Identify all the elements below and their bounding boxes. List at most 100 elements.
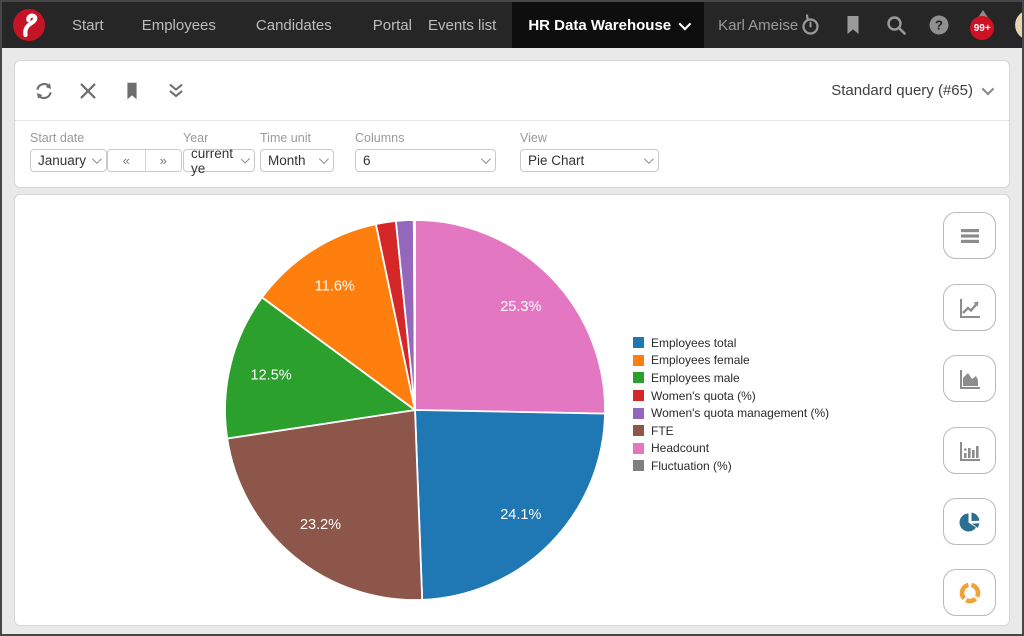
- start-date-label: Start date: [30, 131, 85, 145]
- history-icon[interactable]: [798, 13, 822, 37]
- chevron-down-icon: [480, 154, 491, 165]
- svg-text:?: ?: [935, 18, 943, 33]
- pie-slice[interactable]: [261, 223, 416, 411]
- view-select[interactable]: Pie Chart: [520, 149, 659, 172]
- view-area-chart-button[interactable]: [943, 355, 996, 402]
- query-toolbar: Standard query (#65): [15, 61, 1009, 121]
- view-value: Pie Chart: [528, 153, 585, 168]
- donut-chart-icon: [959, 582, 980, 603]
- legend-label: FTE: [651, 423, 674, 438]
- legend-item: Women's quota (%): [633, 387, 829, 405]
- pie-slice[interactable]: [226, 409, 424, 601]
- pie-slice[interactable]: [414, 219, 606, 415]
- legend-label: Fluctuation (%): [651, 458, 732, 473]
- time-unit-select[interactable]: Month: [260, 149, 334, 172]
- start-date-select[interactable]: January: [30, 149, 107, 172]
- chevron-down-icon: [678, 17, 692, 30]
- nav-item-candidates[interactable]: Candidates: [255, 16, 332, 34]
- chevron-down-icon: [981, 82, 995, 96]
- pie-slice-percentage-label: 11.6%: [315, 278, 355, 294]
- expand-more-icon[interactable]: [165, 80, 187, 102]
- legend-label: Headcount: [651, 441, 710, 456]
- legend-item: Employees total: [633, 334, 829, 352]
- legend-label: Employees total: [651, 335, 737, 350]
- columns-select[interactable]: 6: [355, 149, 496, 172]
- year-value: current ye: [191, 145, 234, 176]
- legend-label: Women's quota (%): [651, 388, 756, 403]
- view-line-chart-button[interactable]: [943, 284, 996, 331]
- pie-slice[interactable]: [412, 219, 416, 411]
- pie-slice-percentage-label: 25.3%: [500, 299, 541, 315]
- pie-slice-percentage-label: 24.1%: [500, 507, 541, 523]
- next-period-button[interactable]: »: [144, 150, 181, 171]
- chevron-down-icon: [318, 154, 329, 165]
- notifications-button[interactable]: 99+: [970, 10, 996, 40]
- nav-item-hr-data-warehouse-active[interactable]: HR Data Warehouse: [512, 2, 705, 48]
- chart-panel: 25.3% 24.1% 23.2% 12.5% 11.6% Employees tota…: [14, 194, 1010, 626]
- time-unit-value: Month: [268, 153, 306, 168]
- avatar-photo-icon: [1015, 12, 1022, 38]
- legend-swatch: [633, 337, 644, 349]
- view-label: View: [520, 131, 547, 145]
- nav-item-employees[interactable]: Employees: [141, 16, 216, 34]
- navbar-actions: ? 99+: [798, 10, 1022, 40]
- columns-label: Columns: [355, 131, 405, 145]
- notification-drop-icon: [977, 10, 990, 19]
- view-pie-chart-button[interactable]: [943, 498, 996, 545]
- active-module-label: HR Data Warehouse: [528, 16, 672, 34]
- table-icon: [960, 228, 979, 243]
- legend-label: Employees male: [651, 370, 740, 385]
- nav-item-start[interactable]: Start: [72, 16, 104, 34]
- nav-item-portal[interactable]: Portal: [372, 16, 412, 34]
- query-select[interactable]: Standard query (#65): [831, 82, 995, 99]
- period-pager: « »: [107, 149, 182, 172]
- refresh-icon[interactable]: [33, 80, 55, 102]
- close-icon[interactable]: [77, 80, 99, 102]
- previous-period-button[interactable]: «: [108, 150, 145, 171]
- pie-chart: 25.3% 24.1% 23.2% 12.5% 11.6%: [224, 219, 606, 601]
- brand-logo-icon[interactable]: [12, 8, 46, 42]
- legend-swatch: [633, 460, 644, 472]
- chevron-down-icon: [643, 154, 654, 165]
- pie-slice-percentage-label: 12.5%: [251, 368, 292, 384]
- pie-slice[interactable]: [224, 296, 416, 440]
- search-icon[interactable]: [884, 13, 908, 37]
- legend-item: Employees female: [633, 352, 829, 370]
- legend-swatch: [633, 425, 644, 437]
- year-select[interactable]: current ye: [183, 146, 255, 176]
- legend-label: Employees female: [651, 353, 750, 368]
- bookmark-icon[interactable]: [841, 13, 865, 37]
- legend-item: Headcount: [633, 440, 829, 458]
- user-avatar[interactable]: [1015, 10, 1022, 40]
- legend-swatch: [633, 372, 644, 384]
- line-chart-icon: [959, 298, 980, 318]
- pie-slice[interactable]: [414, 409, 606, 601]
- legend-swatch: [633, 354, 644, 366]
- view-table-button[interactable]: [943, 212, 996, 259]
- current-user-label: Karl Ameise: [718, 16, 799, 34]
- bar-chart-icon: [959, 441, 980, 461]
- pie-slice-percentage-label: 23.2%: [300, 517, 341, 533]
- area-chart-icon: [959, 369, 980, 389]
- chart-legend: Employees total Employees female Employe…: [633, 334, 829, 475]
- columns-value: 6: [363, 153, 371, 168]
- legend-swatch: [633, 390, 644, 402]
- legend-label: Women's quota management (%): [651, 406, 830, 421]
- nav-item-events-list[interactable]: Events list: [427, 16, 497, 34]
- legend-swatch: [633, 442, 644, 454]
- query-select-label: Standard query (#65): [831, 82, 973, 99]
- pie-chart-icon: [959, 512, 979, 531]
- help-icon[interactable]: ?: [927, 13, 951, 37]
- legend-swatch: [633, 407, 644, 419]
- legend-item: Employees male: [633, 369, 829, 387]
- time-unit-label: Time unit: [260, 131, 311, 145]
- legend-item: Fluctuation (%): [633, 457, 829, 475]
- year-label: Year: [183, 131, 209, 145]
- chevron-down-icon: [240, 154, 251, 164]
- bookmark-query-icon[interactable]: [121, 80, 143, 102]
- legend-item: FTE: [633, 422, 829, 440]
- view-donut-chart-button[interactable]: [943, 569, 996, 616]
- start-date-value: January: [38, 153, 87, 168]
- view-bar-chart-button[interactable]: [943, 427, 996, 474]
